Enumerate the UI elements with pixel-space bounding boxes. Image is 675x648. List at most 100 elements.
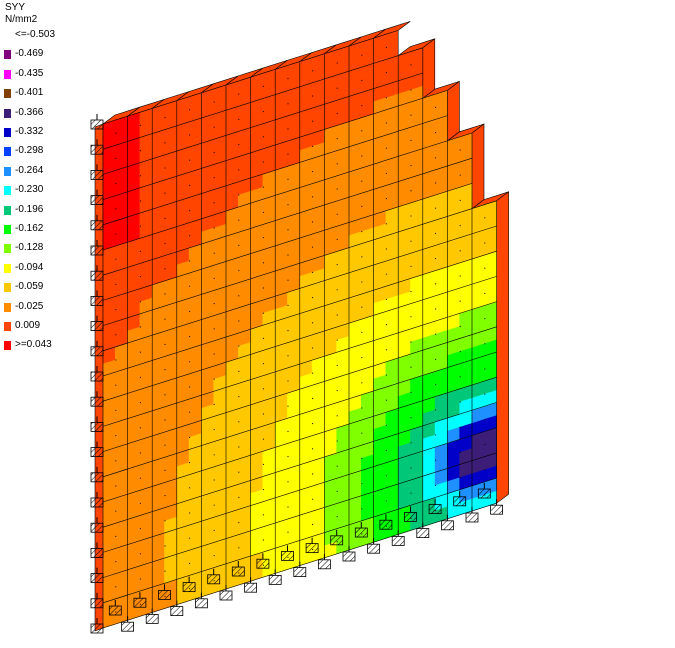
support-icon [90, 421, 104, 432]
node-dot [312, 297, 314, 299]
node-dot [262, 262, 264, 264]
node-dot [213, 504, 215, 506]
node-dot [213, 101, 215, 103]
support-icon [305, 543, 319, 554]
node-dot [189, 235, 191, 237]
node-dot [287, 355, 289, 357]
node-dot [336, 264, 338, 266]
support-icon [90, 220, 104, 231]
node-dot [336, 516, 338, 518]
node-dot [189, 134, 191, 136]
node-dot [139, 276, 141, 278]
node-dot [139, 351, 141, 353]
node-dot [312, 523, 314, 525]
node-dot [385, 324, 387, 326]
node-dot [262, 287, 264, 289]
mesh-line [102, 157, 473, 276]
node-dot [238, 144, 240, 146]
node-dot [410, 291, 412, 293]
node-dot [189, 109, 191, 111]
node-dot [361, 407, 363, 409]
node-dot [164, 167, 166, 169]
mesh-line [102, 183, 473, 301]
node-dot [435, 333, 437, 335]
node-dot [189, 285, 191, 287]
support-icon [379, 519, 393, 530]
mesh-line [102, 452, 497, 578]
node-dot [410, 89, 412, 91]
node-dot [164, 469, 166, 471]
legend-label: -0.025 [15, 300, 44, 312]
node-dot [361, 331, 363, 333]
node-dot [213, 277, 215, 279]
node-dot [262, 463, 264, 465]
node-dot [410, 442, 412, 444]
node-dot [139, 553, 141, 555]
node-dot [459, 325, 461, 327]
node-dot [287, 380, 289, 382]
node-dot [312, 322, 314, 324]
node-dot [115, 561, 117, 563]
node-dot [459, 275, 461, 277]
support-icon [170, 606, 184, 616]
legend-swatch [4, 244, 11, 254]
node-dot [435, 232, 437, 234]
node-dot [189, 310, 191, 312]
node-dot [336, 314, 338, 316]
node-dot [213, 151, 215, 153]
node-dot [361, 180, 363, 182]
node-dot [385, 97, 387, 99]
node-dot [435, 434, 437, 436]
support-icon [90, 295, 104, 306]
node-dot [435, 157, 437, 159]
node-dot [164, 217, 166, 219]
node-dot [164, 142, 166, 144]
node-dot [287, 153, 289, 155]
node-dot [312, 473, 314, 475]
node-dot [189, 386, 191, 388]
node-dot [287, 128, 289, 130]
node-dot [238, 446, 240, 448]
support-icon [90, 321, 104, 332]
node-dot [385, 147, 387, 149]
node-dot [336, 112, 338, 114]
node-dot [361, 231, 363, 233]
legend-swatch [4, 128, 11, 137]
support-icon [90, 623, 104, 634]
node-dot [115, 208, 117, 210]
support-icon [477, 488, 491, 499]
node-dot [164, 268, 166, 270]
node-dot [164, 117, 166, 119]
support-icon [207, 574, 221, 585]
support-icon [256, 558, 270, 569]
mesh-line [102, 30, 399, 125]
legend-label: -0.401 [15, 87, 44, 99]
legend-label: -0.059 [15, 281, 44, 293]
support-icon [404, 512, 417, 522]
node-dot [484, 292, 486, 294]
support-icon [330, 535, 344, 546]
legend-label: >=0.043 [15, 339, 52, 351]
support-icon [90, 497, 104, 508]
node-dot [385, 374, 387, 376]
support-icon [90, 447, 104, 458]
node-dot [385, 273, 387, 275]
node-dot [361, 256, 363, 258]
support-icon [293, 567, 307, 577]
support-icon [367, 543, 381, 554]
node-dot [336, 364, 338, 366]
node-dot [262, 211, 264, 213]
support-icon [453, 496, 467, 507]
legend-label: -0.298 [15, 145, 44, 157]
support-icon [231, 566, 245, 577]
node-dot [213, 479, 215, 481]
mesh-line [102, 301, 497, 427]
node-dot [484, 242, 486, 244]
node-dot [312, 120, 314, 122]
mesh-line [102, 351, 497, 478]
node-dot [164, 318, 166, 320]
node-dot [410, 391, 412, 393]
node-dot [312, 95, 314, 97]
support-icon [90, 573, 104, 583]
